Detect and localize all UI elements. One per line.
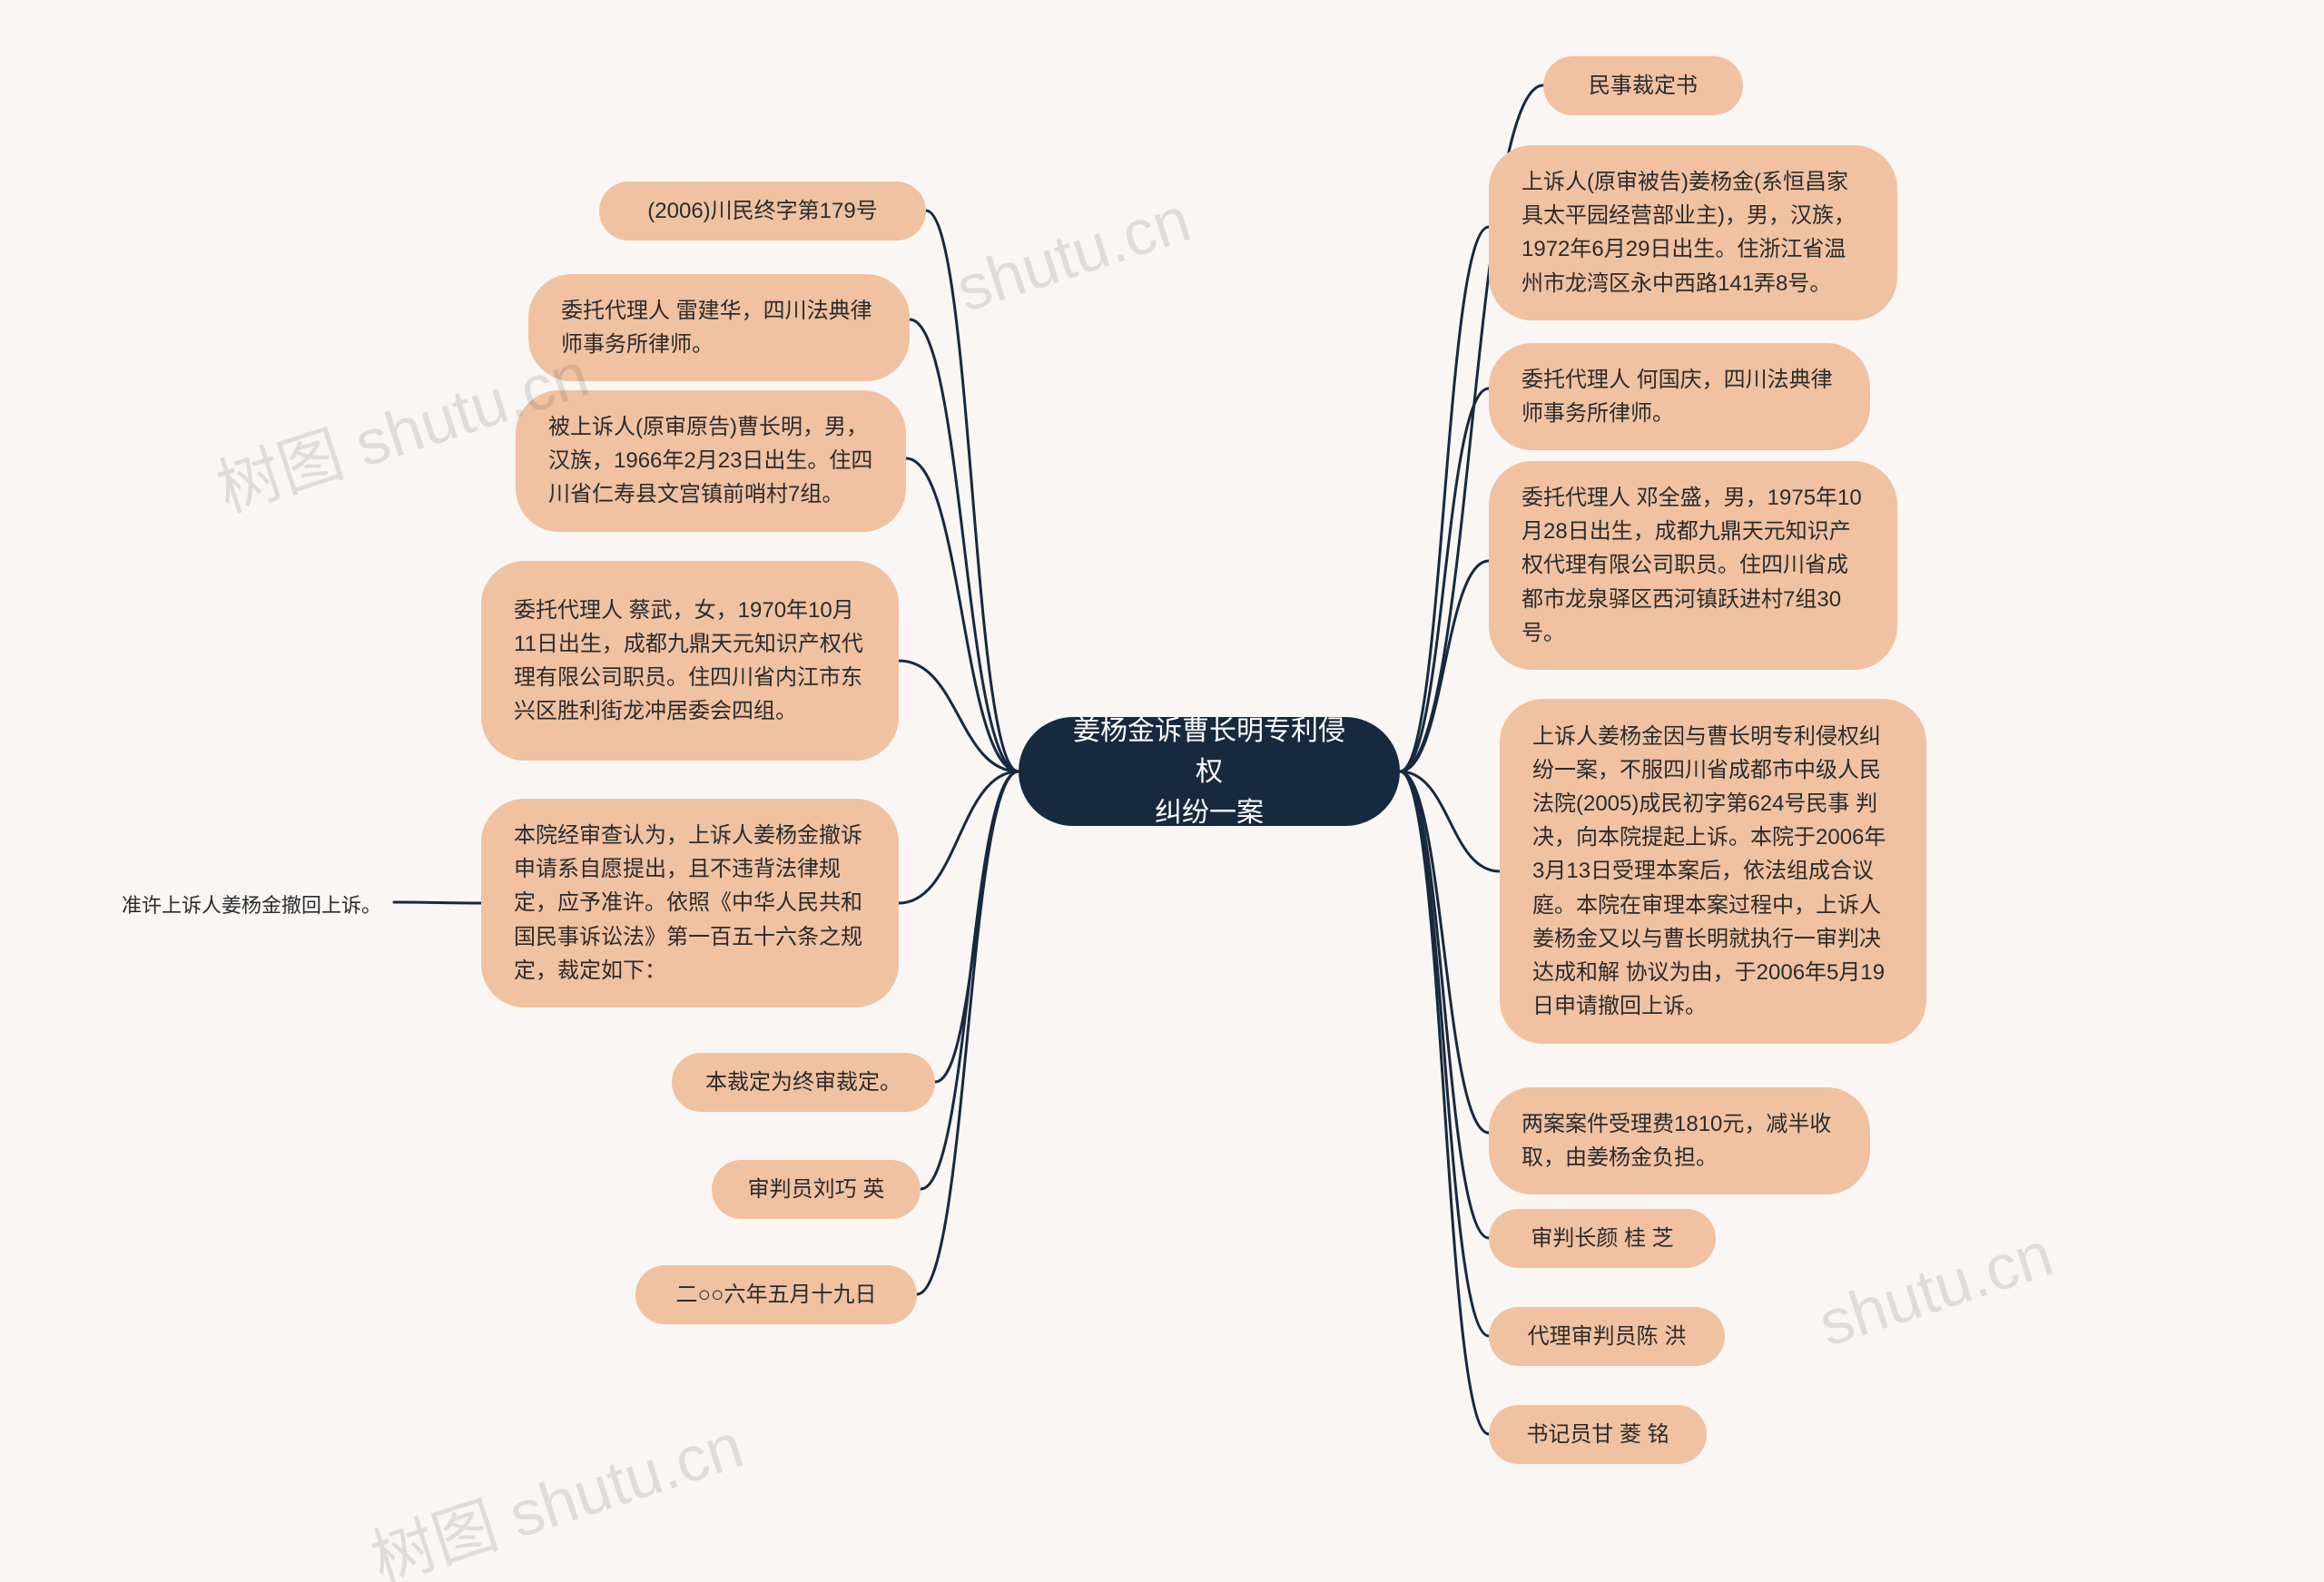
- right-node[interactable]: 审判长颜 桂 芝: [1489, 1209, 1716, 1268]
- left-node[interactable]: 委托代理人 蔡武，女，1970年10月11日出生，成都九鼎天元知识产权代理有限公…: [481, 561, 899, 761]
- node-label: 审判员刘巧 英: [748, 1173, 885, 1206]
- node-label: (2006)川民终字第179号: [647, 194, 877, 228]
- center-node[interactable]: 姜杨金诉曹长明专利侵权 纠纷一案: [1019, 717, 1400, 826]
- node-label: 委托代理人 何国庆，四川法典律师事务所律师。: [1521, 363, 1837, 430]
- right-node[interactable]: 委托代理人 何国庆，四川法典律师事务所律师。: [1489, 343, 1870, 450]
- node-label: 两案案件受理费1810元，减半收取，由姜杨金负担。: [1521, 1107, 1837, 1174]
- right-node[interactable]: 上诉人姜杨金因与曹长明专利侵权纠纷一案，不服四川省成都市中级人民法院(2005)…: [1500, 699, 1926, 1044]
- left-node[interactable]: 委托代理人 雷建华，四川法典律师事务所律师。: [528, 274, 910, 381]
- watermark: shutu.cn: [1810, 1217, 2061, 1361]
- node-label: 二○○六年五月十九日: [676, 1278, 877, 1312]
- left-node[interactable]: 本院经审查认为，上诉人姜杨金撤诉申请系自愿提出，且不违背法律规定，应予准许。依照…: [481, 799, 899, 1007]
- node-label: 被上诉人(原审原告)曹长明，男，汉族，1966年2月23日出生。住四川省仁寿县文…: [548, 410, 873, 512]
- right-node[interactable]: 委托代理人 邓全盛，男，1975年10月28日出生，成都九鼎天元知识产权代理有限…: [1489, 461, 1897, 670]
- node-label: 上诉人(原审被告)姜杨金(系恒昌家具太平园经营部业主)，男，汉族，1972年6月…: [1521, 165, 1865, 300]
- left-node[interactable]: 本裁定为终审裁定。: [672, 1053, 935, 1112]
- node-label: 审判长颜 桂 芝: [1531, 1222, 1673, 1255]
- left-node[interactable]: 二○○六年五月十九日: [635, 1265, 917, 1324]
- node-label: 民事裁定书: [1589, 69, 1698, 103]
- watermark: shutu.cn: [948, 182, 1198, 326]
- node-label: 本裁定为终审裁定。: [705, 1066, 901, 1099]
- left-node[interactable]: 审判员刘巧 英: [712, 1160, 921, 1219]
- watermark: 树图 shutu.cn: [359, 1395, 753, 1582]
- right-node[interactable]: 两案案件受理费1810元，减半收取，由姜杨金负担。: [1489, 1087, 1870, 1194]
- node-label: 上诉人姜杨金因与曹长明专利侵权纠纷一案，不服四川省成都市中级人民法院(2005)…: [1532, 720, 1894, 1024]
- node-label: 委托代理人 邓全盛，男，1975年10月28日出生，成都九鼎天元知识产权代理有限…: [1521, 481, 1865, 650]
- node-label: 书记员甘 菱 铭: [1526, 1418, 1669, 1451]
- node-label: 本院经审查认为，上诉人姜杨金撤诉申请系自愿提出，且不违背法律规定，应予准许。依照…: [514, 819, 866, 988]
- right-node[interactable]: 代理审判员陈 洪: [1489, 1307, 1725, 1366]
- right-node[interactable]: 上诉人(原审被告)姜杨金(系恒昌家具太平园经营部业主)，男，汉族，1972年6月…: [1489, 145, 1897, 320]
- node-label: 委托代理人 蔡武，女，1970年10月11日出生，成都九鼎天元知识产权代理有限公…: [514, 594, 866, 729]
- right-node[interactable]: 书记员甘 菱 铭: [1489, 1405, 1707, 1464]
- center-label: 姜杨金诉曹长明专利侵权 纠纷一案: [1060, 711, 1358, 833]
- right-node[interactable]: 民事裁定书: [1543, 56, 1743, 115]
- node-label: 委托代理人 雷建华，四川法典律师事务所律师。: [561, 294, 877, 361]
- left-node[interactable]: 被上诉人(原审原告)曹长明，男，汉族，1966年2月23日出生。住四川省仁寿县文…: [516, 390, 906, 532]
- left-node[interactable]: (2006)川民终字第179号: [599, 182, 926, 241]
- node-label: 代理审判员陈 洪: [1528, 1320, 1687, 1353]
- leaf-node: 准许上诉人姜杨金撤回上诉。: [122, 889, 381, 919]
